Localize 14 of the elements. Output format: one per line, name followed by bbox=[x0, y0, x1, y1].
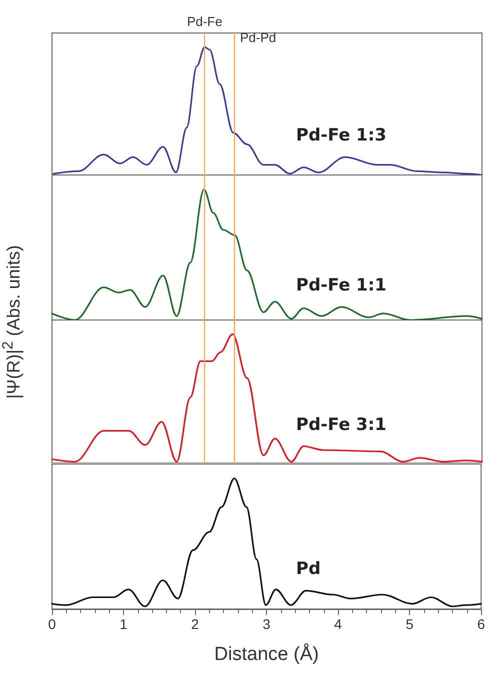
ref-line-label: Pd-Pd bbox=[240, 30, 276, 45]
x-tick-label: 4 bbox=[334, 616, 342, 632]
x-tick-label: 6 bbox=[477, 616, 486, 632]
x-tick-label: 1 bbox=[120, 616, 128, 632]
series-label: Pd-Fe 3:1 bbox=[296, 414, 387, 435]
x-tick-label: 5 bbox=[406, 616, 414, 632]
series-label: Pd-Fe 1:3 bbox=[296, 126, 387, 146]
x-axis-title: Distance (Å) bbox=[214, 643, 319, 665]
x-tick-label: 2 bbox=[191, 616, 200, 632]
x-tick-label: 0 bbox=[48, 616, 56, 632]
x-tick-label: 3 bbox=[262, 616, 271, 632]
series-label: Pd bbox=[296, 559, 321, 580]
series-label: Pd-Fe 1:1 bbox=[296, 275, 387, 296]
ref-line-label: Pd-Fe bbox=[186, 14, 222, 29]
